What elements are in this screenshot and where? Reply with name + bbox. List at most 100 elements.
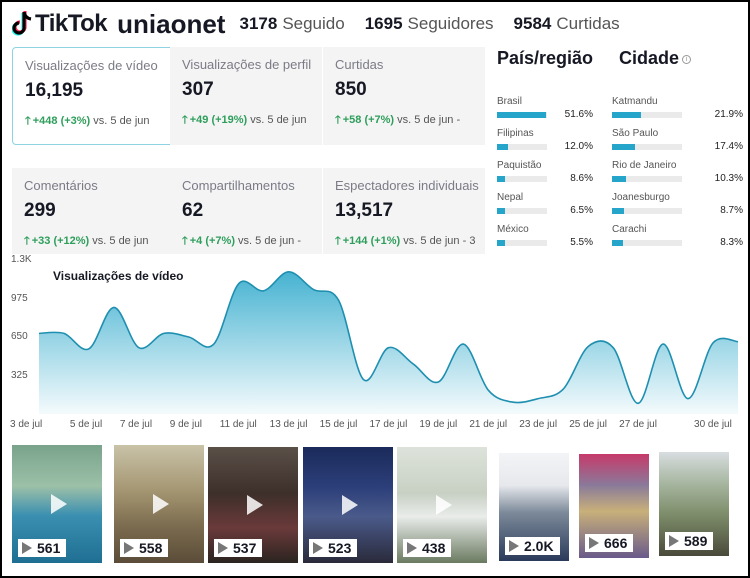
region-bar	[612, 112, 641, 118]
brand-name: TikTok	[35, 10, 108, 37]
arrow-up-icon: 🡑	[335, 114, 341, 126]
region-row: Carachi 8.3%	[612, 224, 747, 254]
x-tick-label: 15 de jul	[319, 419, 358, 430]
metric-card-profile-views[interactable]: Visualizações de perfil 307 🡑 +49 (+19%) …	[170, 47, 322, 145]
region-percent: 8.3%	[720, 237, 743, 248]
metric-card-shares[interactable]: Compartilhamentos 62 🡑 +4 (+7%) vs. 5 de …	[170, 168, 322, 254]
followers-stat: 1695 Seguidores	[364, 14, 494, 33]
video-view-count: 438	[403, 539, 452, 557]
arrow-up-icon: 🡑	[25, 115, 31, 127]
metric-card-comments[interactable]: Comentários 299 🡑 +33 (+12%) vs. 5 de jun	[12, 168, 175, 254]
metric-card-unique-viewers[interactable]: Espectadores individuais 13,517 🡑 +144 (+…	[323, 168, 485, 254]
play-icon	[51, 494, 67, 514]
x-tick-label: 19 de jul	[419, 419, 458, 430]
video-thumbnail[interactable]: 558	[114, 445, 204, 563]
x-tick-label: 25 de jul	[569, 419, 608, 430]
region-name: Carachi	[612, 224, 647, 235]
region-row: México 5.5%	[497, 224, 597, 254]
tiktok-logo: TikTok	[12, 10, 108, 38]
y-tick-label: 650	[11, 331, 28, 342]
info-icon[interactable]: i	[682, 55, 692, 64]
chart-title: Visualizações de vídeo	[53, 269, 184, 283]
region-bar-track	[497, 112, 547, 118]
series-line	[38, 270, 739, 405]
metric-card-video-views[interactable]: Visualizações de vídeo 16,195 🡑 +448 (+3%…	[12, 47, 175, 145]
video-view-count: 2.0K	[505, 537, 560, 555]
region-row: Rio de Janeiro 10.3%	[612, 160, 747, 190]
play-icon	[22, 542, 32, 554]
metric-card-likes[interactable]: Curtidas 850 🡑 +58 (+7%) vs. 5 de jun -	[323, 47, 485, 145]
country-region-title: País/região	[497, 48, 594, 68]
video-thumbnail[interactable]: 537	[208, 447, 298, 563]
likes-stat: 9584 Curtidas	[513, 14, 620, 33]
y-tick-label: 1.3K	[11, 254, 32, 265]
region-name: México	[497, 224, 529, 235]
video-thumbnail[interactable]: 438	[397, 447, 487, 563]
play-icon	[218, 542, 228, 554]
x-tick-label: 7 de jul	[119, 419, 153, 430]
play-icon	[313, 542, 323, 554]
region-bar-track	[497, 240, 547, 246]
region-bar-track	[497, 144, 547, 150]
region-bar-track	[612, 176, 682, 182]
region-bar	[612, 240, 623, 246]
region-name: Brasil	[497, 96, 523, 107]
region-bar	[497, 208, 505, 214]
view-count-value: 2.0K	[524, 538, 554, 554]
region-bar-track	[612, 240, 682, 246]
region-bar	[497, 176, 505, 182]
video-view-count: 561	[18, 539, 67, 557]
region-bar-track	[612, 144, 682, 150]
play-icon	[247, 495, 263, 515]
region-name: Nepal	[497, 192, 524, 203]
video-thumbnail[interactable]: 666	[579, 454, 649, 558]
region-row: Katmandu 21.9%	[612, 96, 747, 126]
play-icon	[669, 535, 679, 547]
play-icon	[124, 542, 134, 554]
y-tick-label: 325	[11, 369, 28, 381]
series-area	[39, 271, 738, 414]
video-thumbnail[interactable]: 523	[303, 447, 393, 563]
chart-canvas	[38, 270, 739, 414]
region-name: Paquistão	[497, 160, 542, 171]
x-tick-label: 30 de jul	[694, 419, 732, 430]
x-tick-label: 27 de jul	[619, 419, 657, 430]
play-icon	[509, 540, 519, 552]
region-name: Filipinas	[497, 128, 534, 139]
video-views-chart: Visualizações de vídeo 1.3K 975 650 325 3 d…	[2, 254, 748, 439]
region-percent: 8.6%	[570, 173, 593, 184]
video-thumbnail[interactable]: 561	[12, 445, 102, 563]
region-row: Filipinas 12.0%	[497, 128, 597, 158]
audience-regions-panel: País/região Cidade i Brasil 51.6% Filipinas…	[489, 42, 748, 260]
x-tick-label: 5 de jul	[69, 419, 103, 430]
view-count-value: 589	[684, 533, 708, 549]
region-percent: 51.6%	[564, 109, 593, 120]
view-count-value: 537	[233, 540, 257, 556]
video-thumbnail[interactable]: 2.0K	[499, 453, 569, 561]
play-icon	[342, 495, 358, 515]
arrow-up-icon: 🡑	[182, 235, 188, 247]
play-icon	[153, 494, 169, 514]
play-icon	[589, 537, 599, 549]
video-thumbnail[interactable]: 589	[659, 452, 729, 556]
x-tick-label: 11 de jul	[219, 419, 257, 430]
region-bar-track	[612, 112, 682, 118]
region-name: Katmandu	[612, 96, 658, 107]
x-tick-label: 13 de jul	[269, 419, 308, 430]
arrow-up-icon: 🡑	[182, 114, 188, 126]
tiktok-icon	[12, 11, 32, 36]
region-row: Paquistão 8.6%	[497, 160, 597, 190]
video-view-count: 523	[309, 539, 358, 557]
view-count-value: 438	[422, 540, 446, 556]
region-bar	[612, 144, 635, 150]
following-stat: 3178 Seguido	[239, 14, 345, 33]
video-view-count: 537	[214, 539, 263, 557]
view-count-value: 561	[37, 540, 61, 556]
x-tick-label: 3 de jul	[10, 419, 43, 430]
region-name: Joanesburgo	[612, 192, 670, 203]
view-count-value: 666	[604, 535, 628, 551]
region-row: Brasil 51.6%	[497, 96, 597, 126]
region-bar	[612, 176, 626, 182]
arrow-up-icon: 🡑	[24, 235, 30, 247]
